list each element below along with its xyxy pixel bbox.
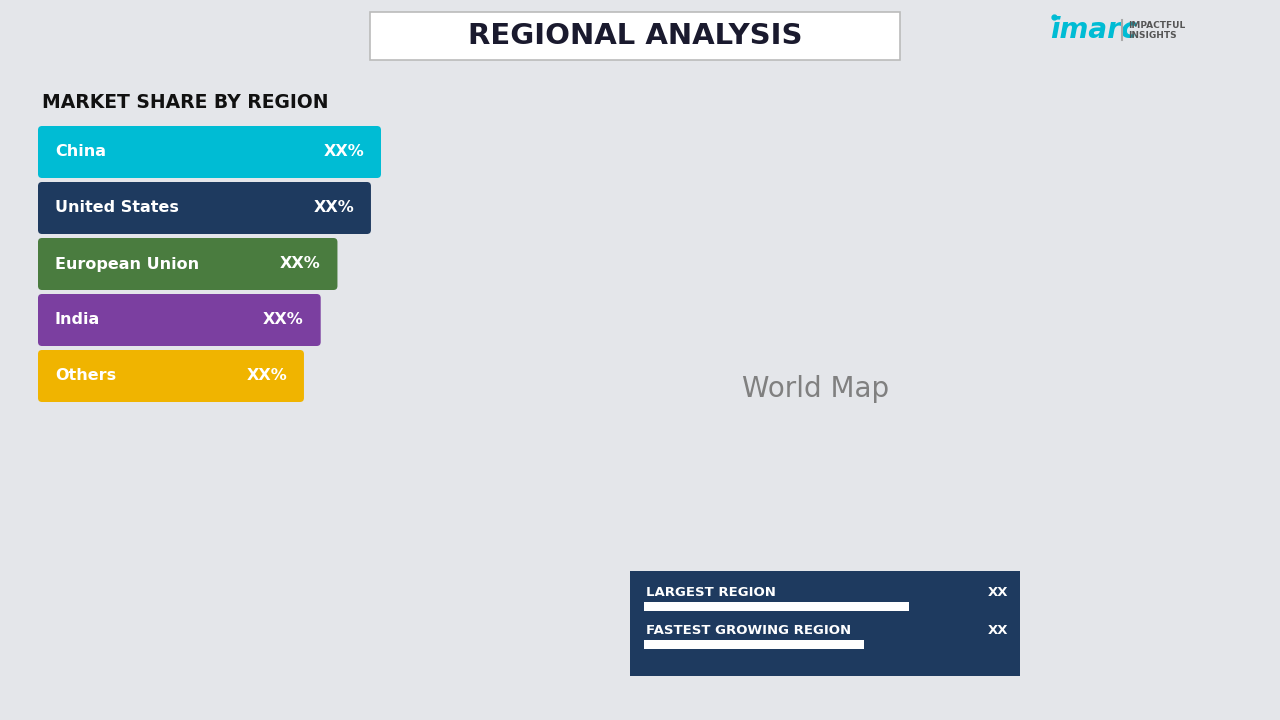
Text: XX%: XX% [280,256,320,271]
Text: World Map: World Map [742,375,890,402]
FancyBboxPatch shape [38,294,321,346]
Text: United States: United States [55,200,179,215]
Text: REGIONAL ANALYSIS: REGIONAL ANALYSIS [467,22,803,50]
Text: XX%: XX% [262,312,303,328]
FancyBboxPatch shape [38,238,338,290]
Text: MARKET SHARE BY REGION: MARKET SHARE BY REGION [42,92,329,112]
Text: IMPACTFUL: IMPACTFUL [1128,20,1185,30]
Text: XX%: XX% [246,369,287,384]
Text: China: China [55,145,106,160]
FancyBboxPatch shape [644,640,864,649]
Text: FASTEST GROWING REGION: FASTEST GROWING REGION [646,624,851,637]
Text: XX: XX [987,587,1009,600]
Text: XX%: XX% [324,145,364,160]
FancyBboxPatch shape [644,602,909,611]
FancyBboxPatch shape [38,182,371,234]
FancyBboxPatch shape [38,126,381,178]
Text: LARGEST REGION: LARGEST REGION [646,587,776,600]
Text: XX: XX [987,624,1009,637]
Text: imarc: imarc [1050,16,1137,44]
Text: India: India [55,312,100,328]
Text: XX%: XX% [314,200,355,215]
FancyBboxPatch shape [370,12,900,60]
Text: Others: Others [55,369,116,384]
FancyBboxPatch shape [630,571,1020,676]
FancyBboxPatch shape [38,350,303,402]
Text: European Union: European Union [55,256,200,271]
Text: INSIGHTS: INSIGHTS [1128,30,1176,40]
